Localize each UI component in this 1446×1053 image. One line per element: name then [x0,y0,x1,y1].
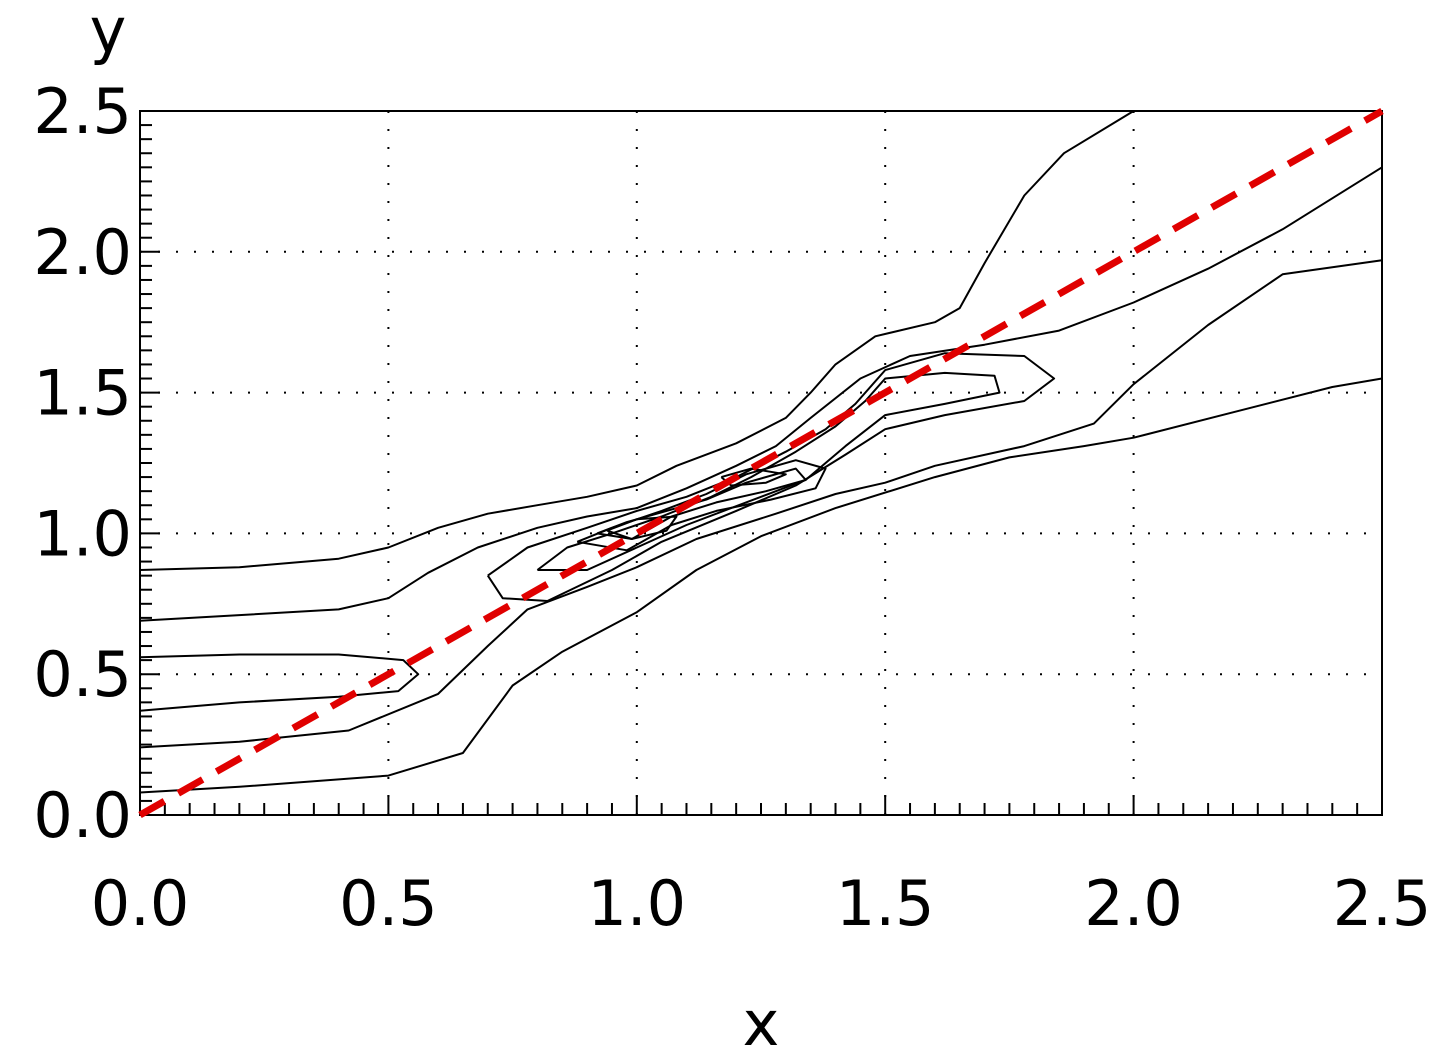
y-tick-label: 1.0 [33,497,132,570]
y-axis-title: y [90,0,127,67]
contour-line [139,259,1383,749]
x-axis-title: x [743,987,780,1053]
x-tick-label: 2.5 [1333,867,1432,940]
y-tick-label: 0.5 [33,638,132,711]
y-tick-label: 0.0 [33,779,132,852]
contour-line [139,166,1383,622]
y-tick-label: 2.5 [33,75,132,148]
y-tick-labels: 0.0 0.5 1.0 1.5 2.0 2.5 [33,75,132,852]
plot-frame [139,110,1383,816]
contour-line [139,653,420,712]
x-tick-labels: 0.0 0.5 1.0 1.5 2.0 2.5 [91,867,1432,940]
x-tick-label: 1.5 [836,867,935,940]
x-tick-label: 1.0 [587,867,686,940]
contour-line [139,377,1383,794]
contour-line [139,110,1135,571]
x-tick-label: 2.0 [1084,867,1183,940]
minor-ticks [139,110,1383,816]
reference-dashed-line [138,107,1384,819]
x-tick-label: 0.0 [91,867,190,940]
x-tick-label: 0.5 [339,867,438,940]
contour-line [486,352,1056,602]
y-tick-label: 1.5 [33,357,132,430]
contour-line [606,515,678,540]
y-tick-label: 2.0 [33,216,132,289]
contour-line [596,467,807,540]
